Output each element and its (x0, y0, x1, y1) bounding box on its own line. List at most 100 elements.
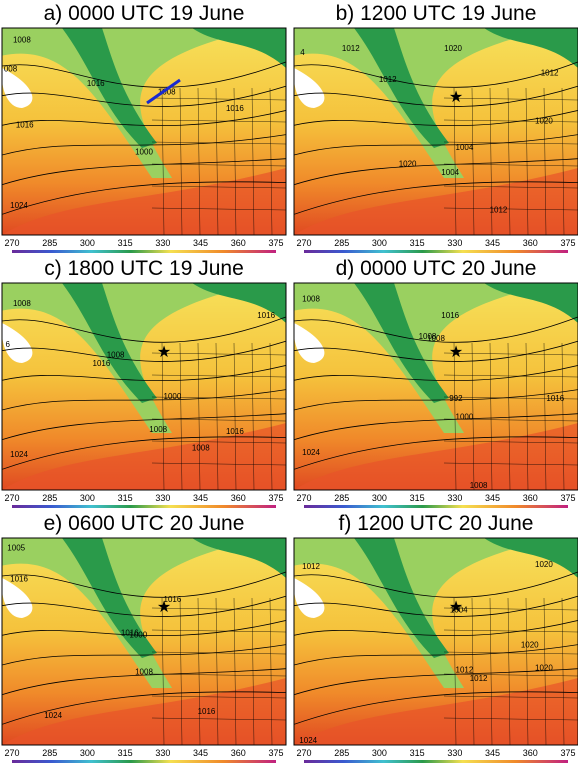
border (443, 695, 578, 699)
border (443, 673, 578, 677)
border (443, 141, 578, 145)
red-zone (294, 678, 578, 745)
contour-label: 1005 (7, 543, 25, 552)
contour (2, 158, 286, 186)
contour (2, 134, 286, 156)
green-top (484, 28, 578, 68)
border (443, 97, 578, 101)
contour (2, 668, 286, 696)
contour-label: 1008 (149, 425, 167, 434)
border (161, 342, 165, 490)
contour-label: 1000 (129, 630, 147, 639)
contour-label: 1020 (535, 560, 553, 569)
colorbar-tick-label: 315 (118, 238, 133, 248)
colorbar-tick-label: 375 (268, 748, 283, 758)
contour-label: 1004 (450, 606, 468, 615)
contour-label: 1016 (164, 595, 182, 604)
contour (294, 436, 578, 470)
contour (294, 109, 578, 127)
border (443, 374, 578, 378)
border (471, 342, 475, 490)
star: ★ (449, 344, 463, 361)
red-zone (2, 678, 286, 745)
map-frame (293, 537, 578, 746)
map-frame (293, 282, 578, 491)
colorbar (304, 505, 568, 508)
star: ★ (449, 599, 463, 616)
colorbar-tick-label: 300 (372, 238, 387, 248)
colorbar (12, 760, 276, 763)
border (443, 607, 578, 611)
border (215, 597, 219, 745)
border (561, 342, 565, 490)
panel: e) 0600 UTC 20 June100510161016101610001… (1, 512, 287, 763)
colorbar-tick-label: 360 (523, 493, 538, 503)
border (507, 597, 511, 745)
border (197, 342, 201, 490)
contour (294, 389, 578, 411)
border (507, 87, 511, 235)
panel-title: a) 0000 UTC 19 June (44, 2, 245, 25)
contour-label: 1008 (158, 87, 176, 96)
green-band (354, 283, 449, 403)
colorbar-tick-label: 375 (268, 238, 283, 248)
colorbar-tick-label: 270 (4, 748, 19, 758)
white-patch (294, 578, 325, 618)
colorbar-tick-label: 375 (560, 748, 575, 758)
contour-label: 1008 (13, 36, 31, 45)
contour-label: 1016 (546, 394, 564, 403)
contour (294, 364, 578, 382)
contour-label: 992 (449, 394, 463, 403)
contour (2, 316, 286, 343)
contour (294, 595, 578, 617)
contour-label: 1024 (302, 448, 320, 457)
contour-label: 1016 (441, 311, 459, 320)
contour (294, 134, 578, 156)
map: 1008 008 1016 1016 1008 1016 1000 1024 (2, 28, 286, 235)
green-top (192, 28, 286, 68)
contour (294, 61, 578, 88)
contour (294, 340, 578, 362)
contour-label: 1012 (302, 562, 320, 571)
contour-label: 1008 (419, 332, 437, 341)
white-patch (2, 578, 33, 618)
colorbar (12, 505, 276, 508)
colorbar (304, 250, 568, 253)
green-top (192, 283, 286, 323)
panel: f) 1200 UTC 20 June101210041020102010121… (293, 512, 578, 763)
contour-label: 1008 (107, 351, 125, 360)
contour (294, 413, 578, 441)
contour-label: 1012 (379, 75, 397, 84)
border (471, 87, 475, 235)
red-zone (294, 168, 578, 235)
red-zone (294, 423, 578, 490)
colorbar-tick-label: 285 (334, 493, 349, 503)
border (215, 342, 219, 490)
border (443, 418, 578, 422)
border (453, 597, 457, 745)
contour-label: 1016 (16, 120, 34, 129)
border (161, 597, 165, 745)
border (215, 87, 219, 235)
contour-label: 1020 (535, 664, 553, 673)
colorbar-tick-label: 345 (485, 748, 500, 758)
contour-label: 008 (4, 65, 18, 74)
border (543, 87, 547, 235)
contour (2, 181, 286, 215)
contour-label: 1008 (192, 444, 210, 453)
white-patch (2, 323, 33, 363)
colorbar-tick-label: 360 (523, 748, 538, 758)
moist-band (2, 538, 286, 688)
contour-label: 6 (5, 340, 10, 349)
border (269, 597, 273, 745)
colorbar-tick-label: 330 (155, 238, 170, 248)
trajectory (146, 78, 181, 105)
white-patch (294, 68, 325, 108)
green-band (62, 283, 157, 403)
contour-label: 1024 (44, 711, 62, 720)
colorbar-tick-label: 300 (80, 748, 95, 758)
border (443, 462, 578, 466)
